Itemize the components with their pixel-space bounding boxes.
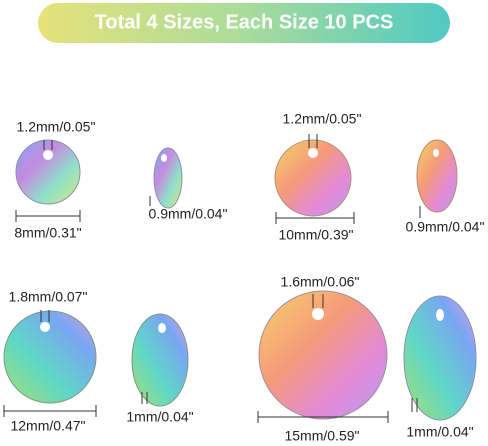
diameter-label: 15mm/0.59" bbox=[284, 428, 359, 444]
hole bbox=[308, 148, 318, 158]
disc-side bbox=[131, 313, 189, 407]
disc-front bbox=[274, 139, 352, 217]
hole bbox=[43, 150, 53, 160]
banner-title: Total 4 Sizes, Each Size 10 PCS bbox=[95, 11, 394, 33]
hole-label: 1.6mm/0.06" bbox=[281, 274, 360, 290]
thickness-label: 0.9mm/0.04" bbox=[406, 219, 485, 235]
disc-front bbox=[258, 290, 388, 420]
hole-label: 1.2mm/0.05" bbox=[17, 119, 96, 135]
diameter-label: 8mm/0.31" bbox=[14, 225, 81, 241]
disc-side bbox=[416, 139, 458, 213]
diameter-label: 10mm/0.39" bbox=[278, 227, 353, 243]
hole-label: 1.8mm/0.07" bbox=[9, 289, 88, 305]
hole-label: 1.2mm/0.05" bbox=[283, 111, 362, 127]
disc-side bbox=[403, 295, 477, 421]
thickness-label: 1mm/0.04" bbox=[126, 409, 193, 425]
disc-front bbox=[15, 139, 81, 205]
banner bbox=[38, 3, 450, 43]
diameter-label: 12mm/0.47" bbox=[10, 418, 85, 434]
disc-side bbox=[153, 147, 183, 209]
hole bbox=[40, 322, 50, 332]
disc-front bbox=[3, 310, 97, 404]
thickness-label: 0.9mm/0.04" bbox=[149, 206, 228, 222]
thickness-label: 1mm/0.04" bbox=[406, 424, 473, 440]
hole bbox=[312, 308, 324, 320]
